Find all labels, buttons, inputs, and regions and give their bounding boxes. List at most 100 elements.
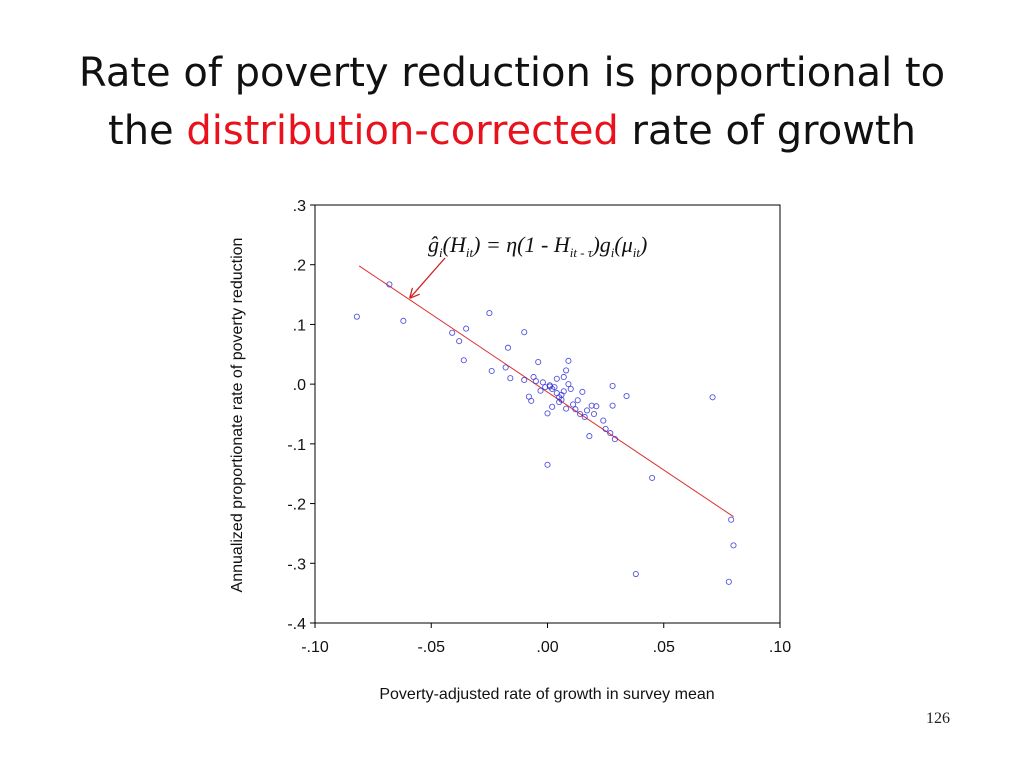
data-point bbox=[537, 387, 544, 394]
data-point bbox=[528, 397, 535, 404]
data-point bbox=[590, 410, 598, 418]
data-point bbox=[563, 405, 570, 412]
formula-sub-i-2: i bbox=[611, 245, 615, 260]
formula-annotation: ĝi(Hit) = η(1 - Hit - τ)gi(μit) bbox=[428, 232, 647, 260]
formula-mu: μ bbox=[621, 232, 633, 257]
x-axis: -.10 -.05 .00 .05 .10 bbox=[301, 623, 791, 656]
data-point bbox=[579, 388, 586, 395]
formula-middle: ) = η(1 - bbox=[471, 232, 554, 257]
y-axis-label: Annualized proportionate rate of poverty… bbox=[229, 238, 246, 593]
data-point bbox=[502, 364, 509, 371]
formula-h-lag: H bbox=[553, 232, 571, 257]
data-point bbox=[553, 375, 560, 382]
data-point bbox=[563, 367, 570, 374]
data-point bbox=[709, 394, 716, 401]
formula-close-paren: ) bbox=[590, 232, 599, 257]
data-point bbox=[532, 378, 539, 385]
y-tick-label: .0 bbox=[293, 377, 306, 394]
data-point bbox=[572, 406, 579, 413]
data-point bbox=[565, 357, 572, 364]
data-point bbox=[463, 325, 470, 332]
data-point bbox=[609, 382, 616, 389]
data-point bbox=[565, 381, 572, 388]
data-point bbox=[581, 413, 588, 421]
data-point bbox=[728, 516, 735, 523]
data-point bbox=[504, 344, 512, 351]
data-point bbox=[602, 425, 609, 432]
title-line-2-prefix: the bbox=[108, 108, 187, 154]
formula-open-paren-2: ( bbox=[614, 232, 623, 257]
x-tick-label: -.05 bbox=[417, 639, 445, 656]
data-point bbox=[386, 281, 393, 288]
data-point bbox=[456, 338, 463, 345]
formula-sub-i: i bbox=[439, 245, 443, 260]
page-number: 126 bbox=[926, 710, 950, 727]
plot-frame bbox=[314, 204, 781, 624]
data-point bbox=[588, 402, 595, 409]
data-point bbox=[449, 329, 456, 336]
formula-g-hat: ĝ bbox=[428, 232, 439, 257]
data-point bbox=[549, 403, 556, 410]
data-point bbox=[486, 310, 493, 317]
data-point bbox=[544, 461, 551, 468]
data-point bbox=[460, 357, 467, 364]
data-point bbox=[611, 436, 618, 443]
y-axis: .3 .2 .1 .0 -.1 -.2 -.3 -.4 bbox=[287, 198, 315, 633]
data-points bbox=[353, 281, 737, 585]
data-point bbox=[730, 542, 737, 549]
formula-sub-it-2: it bbox=[633, 245, 641, 260]
data-point bbox=[400, 317, 407, 324]
formula-sub-it: it bbox=[466, 245, 474, 260]
data-point bbox=[539, 379, 546, 386]
title-line-2: the distribution-corrected rate of growt… bbox=[0, 102, 1024, 160]
data-point bbox=[521, 329, 528, 336]
data-point bbox=[583, 407, 591, 414]
title-line-2-suffix: rate of growth bbox=[618, 108, 916, 154]
data-point bbox=[593, 403, 600, 410]
x-tick-label: .10 bbox=[769, 639, 791, 656]
data-point bbox=[353, 313, 360, 320]
formula-close-paren-2: ) bbox=[638, 232, 647, 257]
data-point bbox=[577, 410, 584, 418]
formula-g: g bbox=[600, 232, 611, 257]
data-point bbox=[521, 376, 528, 384]
data-point bbox=[649, 474, 656, 481]
x-tick-label: -.10 bbox=[301, 639, 329, 656]
data-point bbox=[570, 401, 577, 408]
y-tick-label: .2 bbox=[293, 258, 306, 275]
data-point bbox=[560, 388, 567, 395]
formula-sub-lag: it - τ bbox=[570, 245, 594, 260]
data-point bbox=[600, 417, 607, 424]
data-point bbox=[586, 433, 593, 440]
data-point bbox=[551, 384, 558, 391]
data-point bbox=[544, 410, 551, 417]
data-point bbox=[558, 396, 565, 403]
x-tick-label: .05 bbox=[653, 639, 675, 656]
fit-line bbox=[358, 265, 734, 518]
annotation-arrow bbox=[410, 257, 446, 298]
data-point bbox=[560, 373, 567, 381]
data-point bbox=[609, 402, 616, 409]
data-point bbox=[623, 393, 630, 400]
formula-h: H bbox=[449, 232, 467, 257]
data-point bbox=[567, 385, 574, 392]
data-point bbox=[488, 367, 495, 375]
y-tick-label: .3 bbox=[293, 198, 306, 215]
data-point bbox=[507, 375, 514, 382]
title-highlight: distribution-corrected bbox=[186, 108, 619, 154]
data-point bbox=[725, 578, 732, 585]
y-tick-label: -.4 bbox=[287, 616, 306, 633]
y-tick-label: -.1 bbox=[287, 437, 306, 454]
title-line-1: Rate of poverty reduction is proportiona… bbox=[78, 50, 946, 96]
y-tick-label: .1 bbox=[293, 317, 306, 334]
formula-open-paren: ( bbox=[443, 232, 452, 257]
data-point bbox=[632, 570, 639, 578]
x-tick-label: .00 bbox=[536, 639, 558, 656]
data-point bbox=[607, 430, 614, 437]
y-tick-label: -.2 bbox=[287, 497, 306, 514]
x-axis-label: Poverty-adjusted rate of growth in surve… bbox=[379, 686, 714, 703]
data-point bbox=[535, 358, 542, 366]
slide-title: Rate of poverty reduction is proportiona… bbox=[0, 44, 1024, 160]
data-point bbox=[574, 397, 581, 404]
